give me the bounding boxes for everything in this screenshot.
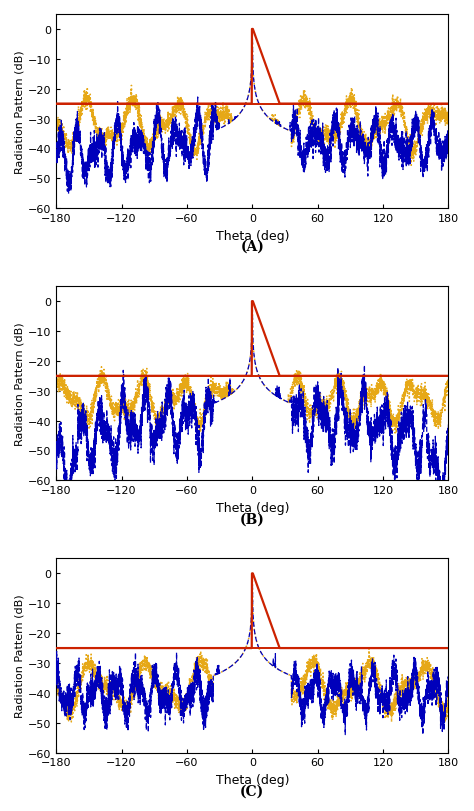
Y-axis label: Radiation Pattern (dB): Radiation Pattern (dB) bbox=[15, 50, 25, 174]
Y-axis label: Radiation Pattern (dB): Radiation Pattern (dB) bbox=[15, 594, 25, 718]
X-axis label: Theta (deg): Theta (deg) bbox=[216, 230, 289, 242]
Text: (B): (B) bbox=[240, 512, 264, 526]
X-axis label: Theta (deg): Theta (deg) bbox=[216, 501, 289, 514]
X-axis label: Theta (deg): Theta (deg) bbox=[216, 773, 289, 786]
Text: (C): (C) bbox=[240, 783, 264, 798]
Text: (A): (A) bbox=[240, 240, 264, 254]
Y-axis label: Radiation Pattern (dB): Radiation Pattern (dB) bbox=[15, 322, 25, 445]
